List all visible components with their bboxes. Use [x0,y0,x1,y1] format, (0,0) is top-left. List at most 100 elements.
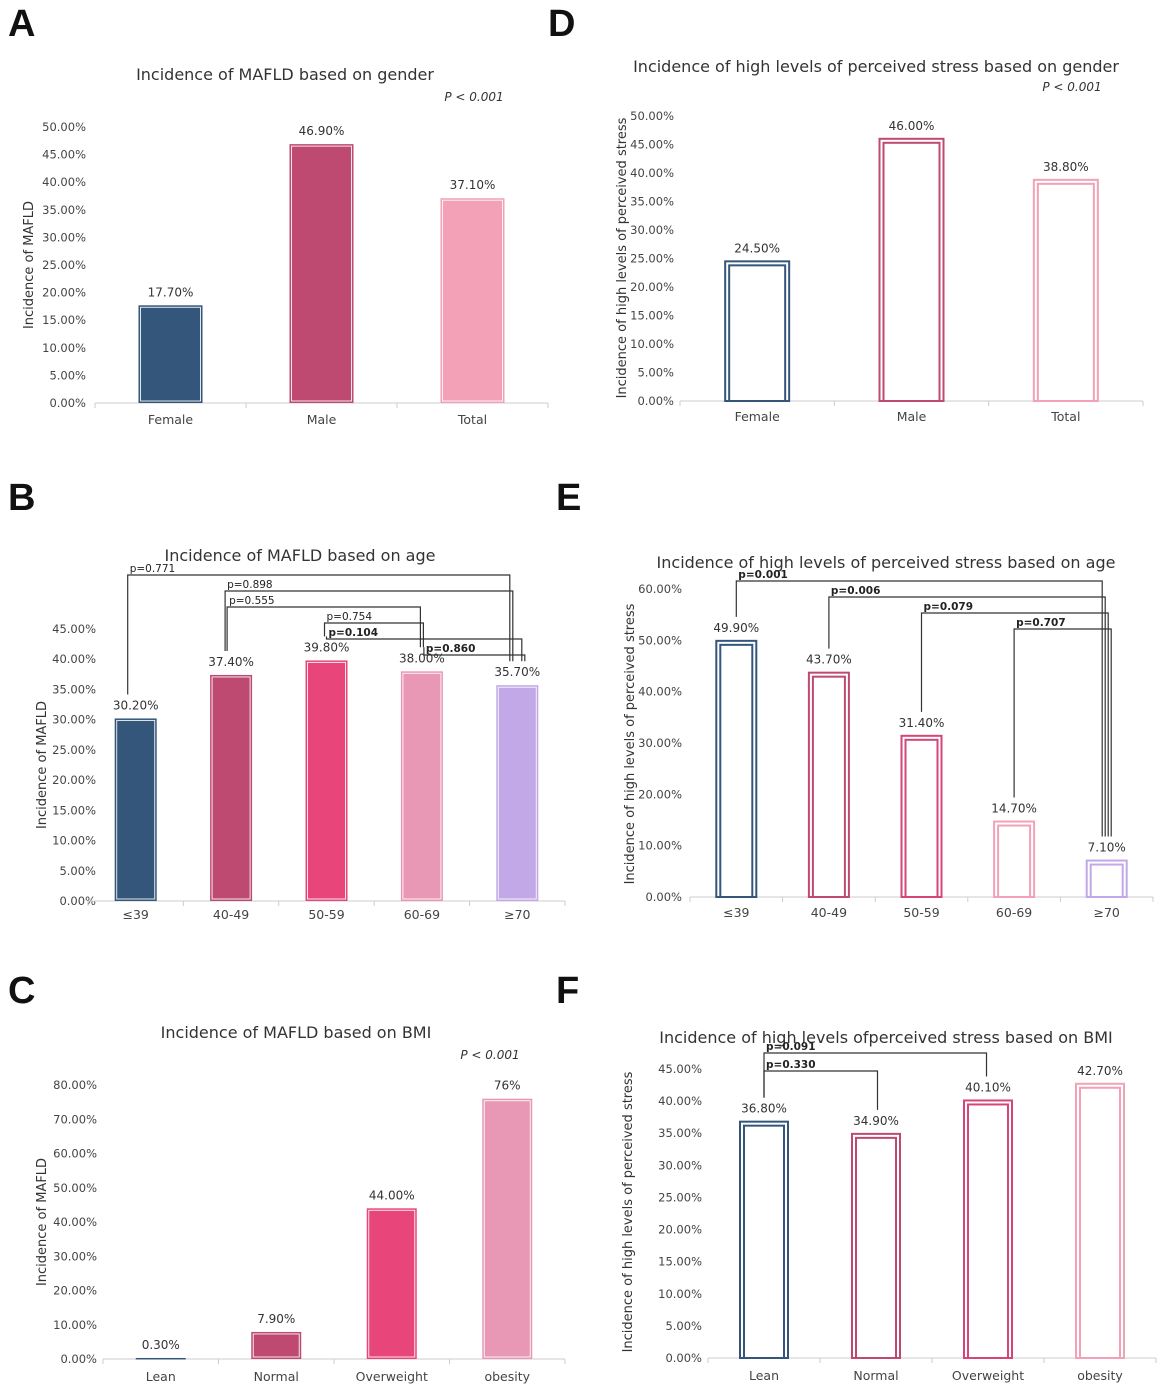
x-tick-label: Overweight [952,1368,1024,1383]
y-tick-label: 40.00% [658,1094,702,1108]
p-value-note: P < 0.001 [1042,80,1101,94]
panel-letter: E [556,477,581,519]
y-tick-label: 0.00% [59,894,96,908]
p-value-label: p=0.001 [738,569,788,581]
bar-inner-outline [1079,1086,1121,1359]
panel-a: A Incidence of MAFLD based on gender P < 0… [8,3,549,427]
bar-outline [1085,859,1128,899]
bar-outline [851,1132,901,1360]
data-label: 46.00% [889,119,935,133]
panel-c: C Incidence of MAFLD based on BMI P < 0.00… [8,970,566,1384]
y-tick-label: 35.00% [42,203,86,217]
x-tick-label: Normal [254,1369,299,1384]
y-tick-label: 45.00% [42,148,86,162]
bar-inner-outline [882,141,941,403]
data-label: 40.10% [965,1080,1011,1094]
chart-title: Incidence of high levels of perceived st… [633,57,1119,76]
bar-outline [900,734,943,899]
bar-inner-outline [967,1103,1009,1359]
y-tick-label: 30.00% [53,1249,97,1263]
y-tick-label: 10.00% [658,1287,702,1301]
data-label: 34.90% [853,1114,899,1128]
panel-letter: B [8,477,35,519]
y-axis-label: Incidence of MAFLD [35,1158,50,1286]
y-tick-label: 0.00% [645,890,682,904]
p-value-label: p=0.771 [130,563,176,575]
x-tick-label: 60-69 [404,907,440,922]
y-tick-label: 0.00% [637,394,674,408]
p-value-label: p=0.898 [227,579,273,591]
significance-bracket [226,606,421,651]
y-tick-label: 30.00% [42,230,86,244]
bar-outline [807,671,850,898]
x-tick-label: ≤39 [723,905,749,920]
data-label: 43.70% [806,653,852,667]
bar-outline [878,137,945,403]
data-label: 49.90% [713,621,759,635]
bar-outline [993,820,1036,898]
y-tick-label: 80.00% [53,1078,97,1092]
data-label: 37.10% [450,178,496,192]
y-tick-label: 40.00% [53,1215,97,1229]
y-tick-label: 0.00% [665,1351,702,1365]
x-tick-label: Overweight [356,1369,428,1384]
p-value-label: p=0.104 [329,627,379,639]
panel-b: B Incidence of MAFLD based on age Incidenc… [8,477,566,922]
x-tick-label: Female [735,409,781,424]
significance-bracket [920,612,1109,837]
p-value-label: p=0.555 [229,595,275,607]
data-label: 7.90% [257,1312,295,1326]
y-tick-label: 20.00% [638,787,682,801]
bar [114,718,157,901]
chart-title: Incidence of MAFLD based on age [165,546,436,565]
bar [138,305,203,403]
y-tick-label: 5.00% [49,368,86,382]
chart-title: Incidence of high levels ofperceived str… [659,1028,1113,1047]
data-label: 17.70% [148,285,194,299]
y-tick-label: 25.00% [52,743,96,757]
bar-outline [739,1120,789,1360]
data-label: 39.80% [304,640,350,654]
data-label: 35.70% [494,665,540,679]
bar-inner-highlight [140,306,201,402]
y-tick-label: 30.00% [52,713,96,727]
bar-inner-highlight [252,1333,300,1358]
x-tick-label: ≥70 [504,907,530,922]
bar-inner-outline [1089,863,1124,899]
p-value-label: p=0.330 [766,1059,816,1071]
data-label: 44.00% [369,1188,415,1202]
panel-d: D Incidence of high levels of perceived s… [548,3,1144,424]
y-tick-label: 30.00% [658,1158,702,1172]
y-tick-label: 45.00% [630,138,674,152]
bar-inner-highlight [483,1100,531,1358]
bar-inner-outline [811,675,846,898]
y-tick-label: 30.00% [630,223,674,237]
bar-outline [1075,1082,1125,1359]
y-tick-label: 50.00% [630,109,674,123]
p-value-label: p=0.079 [924,601,974,613]
data-label: 36.80% [741,1102,787,1116]
significance-bracket [224,590,514,662]
x-tick-label: 40-49 [213,907,249,922]
significance-bracket [423,647,526,662]
bar [251,1331,302,1359]
p-value-note: P < 0.001 [444,90,503,104]
panel-letter: F [556,970,579,1012]
y-tick-label: 35.00% [630,195,674,209]
bar-inner-highlight [116,719,156,900]
data-label: 38.80% [1043,160,1089,174]
y-tick-label: 15.00% [658,1255,702,1269]
x-tick-label: 50-59 [308,907,344,922]
p-value-label: p=0.754 [327,611,373,623]
significance-bracket [127,574,511,695]
y-tick-label: 50.00% [53,1181,97,1195]
data-label: 30.20% [113,698,159,712]
y-tick-label: 20.00% [42,286,86,300]
y-tick-label: 35.00% [52,682,96,696]
bar-inner-highlight [291,145,352,402]
chart-title: Incidence of MAFLD based on BMI [161,1023,432,1042]
y-tick-label: 60.00% [638,582,682,596]
data-label: 46.90% [299,124,345,138]
bar-inner-outline [997,824,1032,898]
